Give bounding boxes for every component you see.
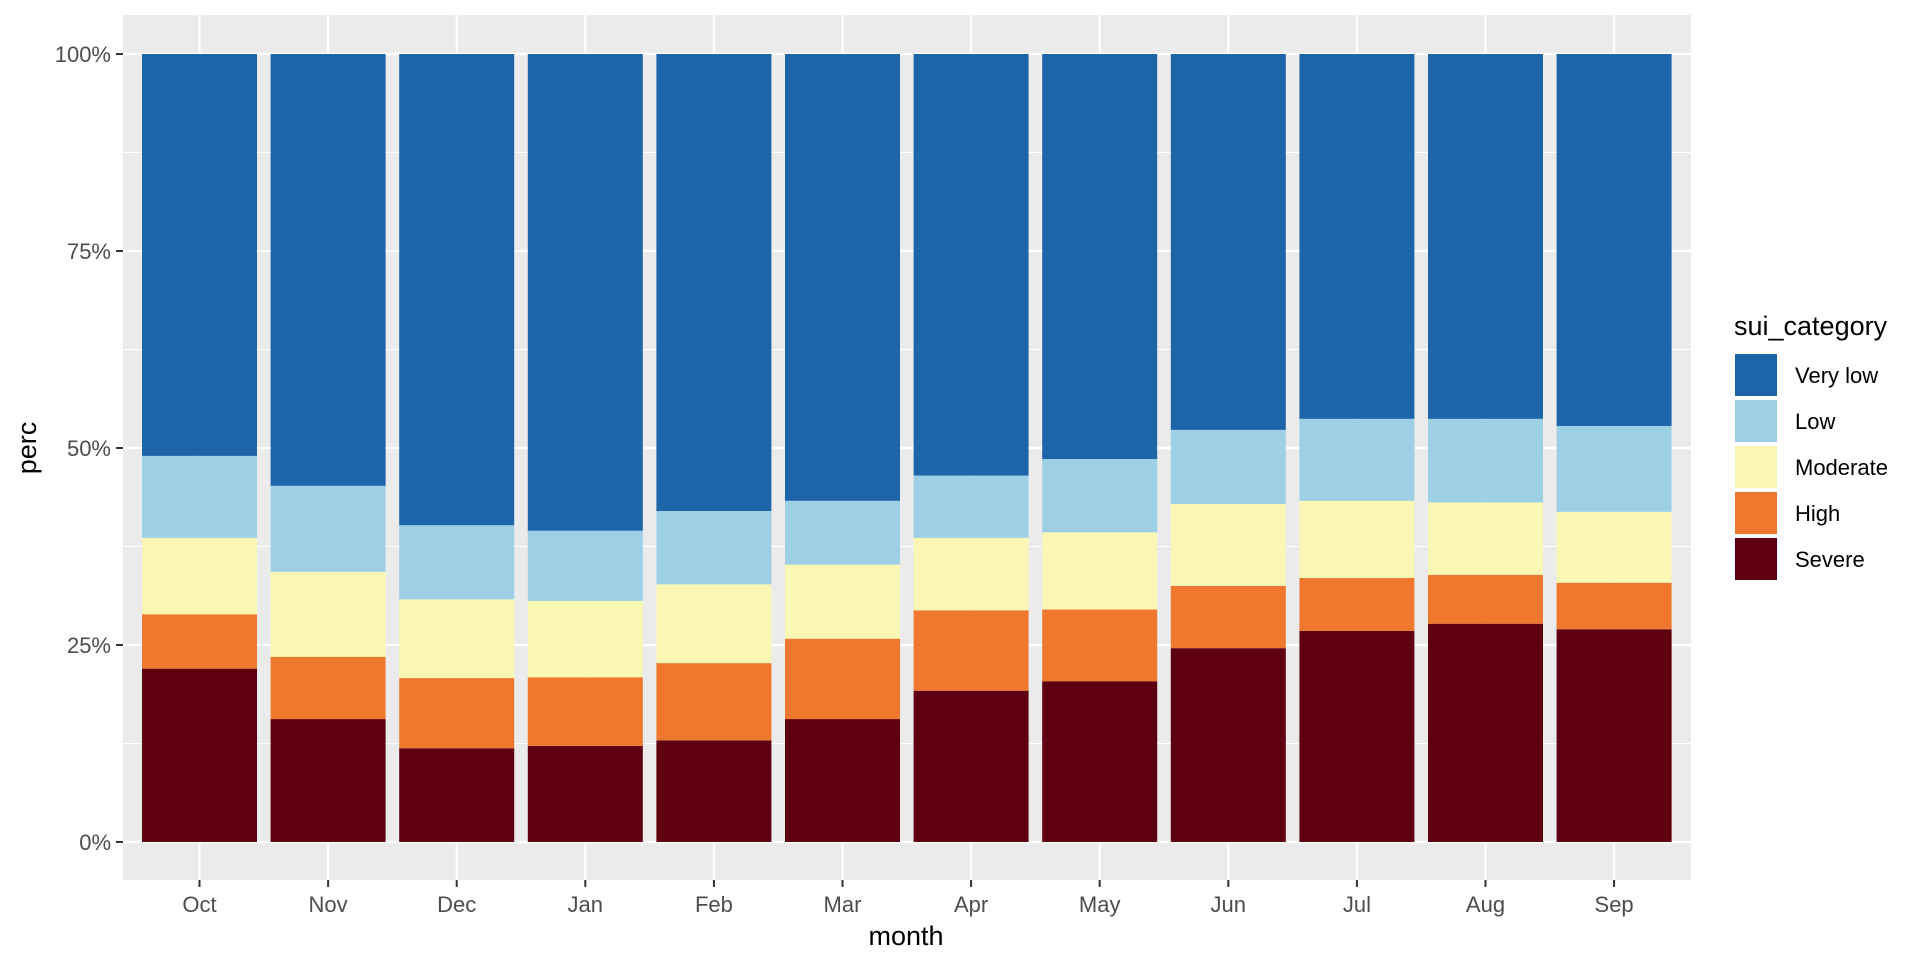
bar-segment <box>1299 630 1415 842</box>
bar-segment <box>1299 578 1415 631</box>
bar-segment <box>656 584 772 664</box>
bar-segment <box>1428 574 1543 624</box>
bar-segment <box>270 719 386 842</box>
legend-label: Very low <box>1795 363 1878 388</box>
bar-segment <box>1556 511 1672 583</box>
bar-segment <box>1556 54 1672 426</box>
bar-segment <box>785 500 900 565</box>
y-tick-label: 75% <box>67 239 111 264</box>
x-tick-label: Oct <box>182 892 216 917</box>
legend-title: sui_category <box>1734 311 1888 341</box>
legend-label: Severe <box>1795 547 1865 572</box>
bar-segment <box>913 690 1029 842</box>
bar-segment <box>270 571 386 657</box>
bar-segment <box>399 525 515 600</box>
bar-segment <box>1428 418 1543 503</box>
bar-segment <box>1042 459 1158 533</box>
x-tick-label: Mar <box>824 892 862 917</box>
legend-key <box>1733 444 1779 490</box>
bar-segment <box>913 610 1029 691</box>
bar-segment <box>142 455 257 538</box>
bar-segment <box>270 656 386 720</box>
bar-segment <box>913 475 1029 538</box>
x-tick-label: Feb <box>695 892 733 917</box>
bar-segment <box>527 530 643 601</box>
bar-segment <box>785 719 900 842</box>
x-tick-label: Aug <box>1466 892 1505 917</box>
bar-segment <box>1556 582 1672 630</box>
bar-segment <box>399 54 515 526</box>
bar-segment <box>1428 623 1543 842</box>
x-tick-label: Jan <box>568 892 603 917</box>
y-tick-label: 100% <box>55 42 111 67</box>
bar-segment <box>142 614 257 669</box>
legend-key <box>1733 352 1779 398</box>
bar-segment <box>1299 418 1415 501</box>
bars <box>142 54 1672 842</box>
legend-key <box>1733 398 1779 444</box>
bar-segment <box>1042 54 1158 460</box>
legend: sui_category Very low Low Moderate High Seve… <box>1733 311 1888 582</box>
bar-segment <box>399 678 515 749</box>
bar-segment <box>1428 502 1543 575</box>
bar-segment <box>1170 54 1286 430</box>
x-tick-label: Jul <box>1343 892 1371 917</box>
legend-label: Low <box>1795 409 1835 434</box>
y-tick-label: 0% <box>79 830 111 855</box>
x-tick-label: May <box>1079 892 1121 917</box>
y-tick-label: 25% <box>67 633 111 658</box>
y-tick-label: 50% <box>67 436 111 461</box>
bar-segment <box>1170 429 1286 504</box>
bar-segment <box>142 54 257 456</box>
legend-label: Moderate <box>1795 455 1888 480</box>
legend-label: High <box>1795 501 1840 526</box>
bar-segment <box>785 638 900 720</box>
y-axis: 0% 25% 50% 75% 100% <box>55 42 123 855</box>
x-tick-label: Dec <box>437 892 476 917</box>
bar-segment <box>142 537 257 615</box>
bar-segment <box>527 600 643 678</box>
bar-segment <box>1428 54 1543 419</box>
bar-segment <box>785 564 900 639</box>
bar-segment <box>1042 532 1158 610</box>
bar-segment <box>527 745 643 842</box>
bar-segment <box>1556 629 1672 842</box>
x-axis-title: month <box>868 921 943 951</box>
x-tick-label: Jun <box>1211 892 1246 917</box>
bar-segment <box>656 511 772 585</box>
x-tick-label: Nov <box>309 892 348 917</box>
legend-key <box>1733 536 1779 582</box>
bar-segment <box>656 663 772 741</box>
bar-segment <box>1170 648 1286 842</box>
bar-segment <box>527 677 643 746</box>
bar-segment <box>656 740 772 842</box>
bar-segment <box>1299 54 1415 419</box>
legend-key <box>1733 490 1779 536</box>
bar-segment <box>913 537 1029 611</box>
bar-segment <box>270 485 386 572</box>
bar-segment <box>656 54 772 512</box>
bar-segment <box>142 668 257 842</box>
bar-segment <box>399 599 515 679</box>
y-axis-title: perc <box>12 422 42 475</box>
bar-segment <box>1170 503 1286 586</box>
bar-segment <box>527 54 643 531</box>
x-tick-label: Sep <box>1595 892 1634 917</box>
bar-segment <box>913 54 1029 476</box>
x-axis: Oct Nov Dec Jan Feb Mar Apr May Jun Jul Aug Sep <box>182 880 1634 917</box>
bar-segment <box>270 54 386 486</box>
bar-segment <box>1042 609 1158 682</box>
bar-segment <box>399 748 515 842</box>
bar-segment <box>1556 425 1672 512</box>
bar-segment <box>1299 500 1415 579</box>
x-tick-label: Apr <box>954 892 988 917</box>
bar-segment <box>1042 681 1158 842</box>
bar-segment <box>785 54 900 501</box>
bar-segment <box>1170 585 1286 649</box>
